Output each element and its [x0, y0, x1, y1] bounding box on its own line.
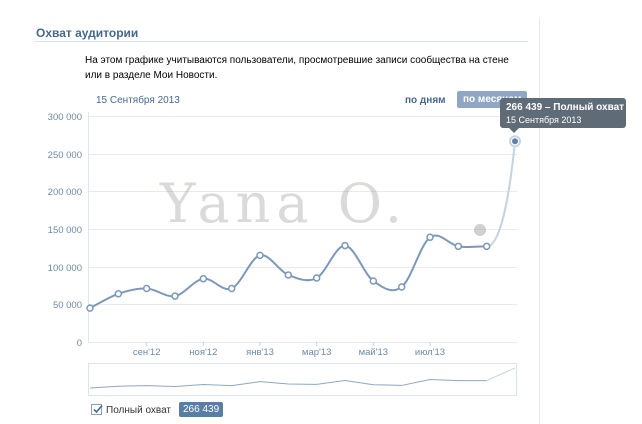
overview-line — [89, 378, 487, 389]
overview-frame[interactable] — [88, 363, 517, 396]
y-tick-label: 150 000 — [48, 225, 82, 236]
watermark: Yana O. — [160, 172, 408, 235]
x-tick-label: мар'13 — [302, 347, 331, 358]
series-line-projection — [486, 141, 516, 248]
y-tick-label: 300 000 — [48, 112, 82, 123]
tooltip-value: 266 439 – Полный охват — [506, 102, 625, 113]
data-point[interactable] — [256, 251, 264, 260]
data-point[interactable] — [142, 284, 151, 293]
legend-value-badge: 266 439 — [179, 402, 224, 417]
data-point[interactable] — [284, 271, 293, 279]
data-tooltip: 266 439 – Полный охват 15 Сентября 2013 — [500, 98, 626, 128]
section-title: Охват аудитории — [36, 26, 139, 40]
y-tick-label: 200 000 — [48, 187, 82, 198]
data-point[interactable] — [397, 283, 406, 291]
data-point[interactable] — [199, 274, 208, 283]
data-point[interactable] — [454, 242, 463, 251]
x-tick-label: янв'13 — [246, 347, 274, 358]
y-axis: 0 50 000 100 000 150 000 200 000 250 000 300 0… — [48, 112, 82, 349]
x-tick-label: июл'13 — [415, 347, 445, 358]
grid-lines — [88, 112, 517, 343]
chart-description: На этом графике учитываются пользователи… — [85, 55, 509, 81]
data-point[interactable] — [312, 274, 321, 282]
period-days-toggle[interactable]: по дням — [405, 95, 446, 106]
overview-navigator — [88, 363, 517, 396]
data-point[interactable] — [114, 290, 123, 298]
overview-line-projection — [486, 367, 516, 382]
data-point[interactable] — [86, 304, 94, 312]
x-tick-label: май'13 — [359, 347, 389, 358]
data-point[interactable] — [171, 292, 179, 300]
x-tick-label: ноя'12 — [189, 347, 217, 358]
highlighted-data-point[interactable] — [511, 137, 519, 146]
checkmark-icon — [93, 404, 103, 414]
y-tick-label: 100 000 — [48, 263, 82, 274]
y-tick-label: 0 — [77, 338, 82, 349]
data-point[interactable] — [227, 284, 236, 293]
content-right-border — [539, 18, 540, 424]
data-point[interactable] — [426, 233, 434, 242]
legend-checkbox[interactable] — [91, 404, 103, 415]
data-point[interactable] — [341, 241, 349, 250]
y-tick-label: 250 000 — [48, 150, 82, 161]
tooltip-pointer — [509, 128, 519, 133]
selected-date-link[interactable]: 15 Сентября 2013 — [96, 95, 180, 106]
series-points — [86, 135, 521, 312]
watermark-text: Yana O. — [160, 172, 409, 235]
y-tick-label: 50 000 — [53, 300, 82, 311]
data-point[interactable] — [482, 242, 491, 251]
watermark-dot — [474, 224, 486, 236]
x-tick-label: сен'12 — [133, 347, 161, 358]
x-axis: сен'12 ноя'12 янв'13 мар'13 май'13 июл'13 — [133, 342, 445, 358]
legend-label: Полный охват — [106, 405, 172, 416]
title-divider — [34, 41, 528, 42]
tooltip-date: 15 Сентября 2013 — [506, 115, 582, 125]
data-point[interactable] — [369, 277, 378, 285]
